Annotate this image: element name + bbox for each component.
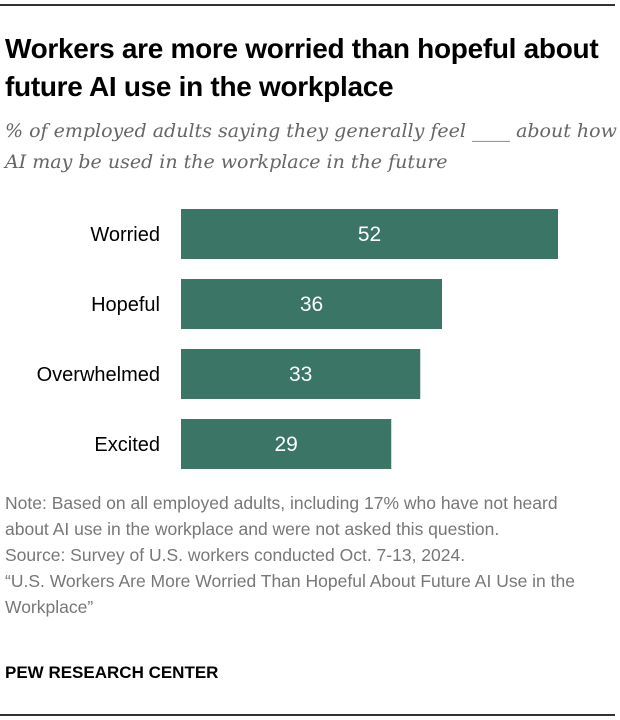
data-label: 36 (300, 293, 323, 316)
bar-overwhelmed (181, 349, 421, 399)
bar-hopeful (181, 279, 442, 329)
notes: Note: Based on all employed adults, incl… (5, 490, 605, 620)
data-label: 33 (289, 363, 312, 386)
category-label: Overwhelmed (37, 364, 160, 386)
data-label: 29 (274, 433, 297, 456)
chart-subtitle: % of employed adults saying they general… (5, 120, 617, 173)
category-label: Excited (94, 434, 160, 456)
bar-excited (181, 419, 392, 469)
note-text: Note: Based on all employed adults, incl… (5, 493, 558, 539)
source-text: Source: Survey of U.S. workers conducted… (5, 545, 466, 565)
bar-chart: Worried 52 Hopeful 36 Overwhelmed 33 Excited 29 (37, 209, 558, 469)
category-label: Hopeful (91, 294, 160, 316)
category-label: Worried (90, 224, 160, 246)
bar-worried (181, 209, 558, 259)
bottom-rule (0, 714, 615, 716)
brand-logo-text: PEW RESEARCH CENTER (5, 663, 219, 682)
top-rule (0, 4, 615, 6)
data-label: 52 (358, 223, 381, 246)
chart-title: Workers are more worried than hopeful ab… (5, 33, 599, 102)
report-title: “U.S. Workers Are More Worried Than Hope… (5, 571, 575, 617)
